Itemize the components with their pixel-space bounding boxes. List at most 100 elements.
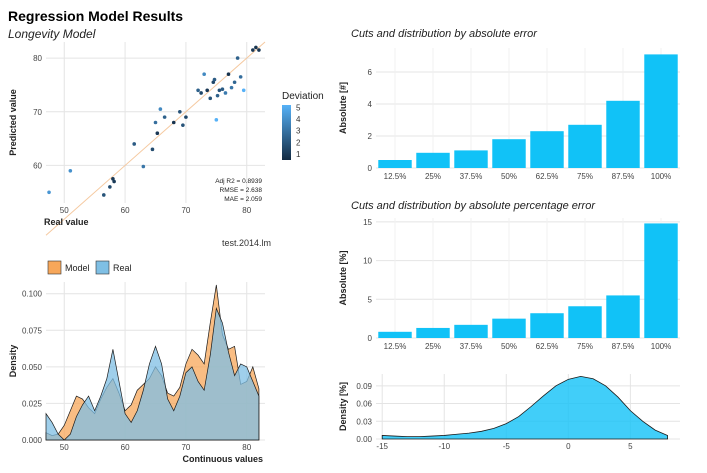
bar_abs-bar [530, 131, 564, 168]
bar_pct-y-tick-label: 5 [368, 295, 373, 304]
scatter-y-tick-label: 80 [33, 54, 42, 63]
bar_abs-bar [454, 150, 488, 168]
scatter-point [108, 185, 112, 189]
bar_abs-bar [492, 139, 526, 168]
scatter-point [238, 75, 243, 79]
scatter-point [199, 91, 203, 95]
bar_abs-bar [378, 160, 412, 168]
density-legend-swatch [95, 260, 110, 275]
density-y-tick-label: 0.025 [22, 399, 43, 408]
scatter-point [257, 48, 261, 52]
error-density-y-tick-label: 0.09 [356, 382, 372, 391]
scatter-x-tick-label: 80 [242, 206, 251, 215]
bar_pct-x-tick-label: 50% [501, 342, 517, 351]
bar_abs-bar [606, 100, 640, 168]
scatter-x-tick-label: 50 [60, 206, 69, 215]
model-caption: test.2014.lm [222, 238, 271, 248]
scatter-point [47, 190, 51, 195]
scatter-stats-label: Adj R2 = 0.8939 [215, 178, 262, 185]
bar_abs-bar [568, 124, 602, 168]
error-density-area [381, 375, 668, 440]
error-density-y-tick-label: 0.06 [356, 400, 372, 409]
scatter-point [226, 72, 231, 76]
scatter-point [214, 118, 219, 122]
scatter-point [235, 56, 240, 60]
scatter-point [153, 120, 158, 125]
scatter-point [229, 85, 234, 90]
bar_abs-x-tick-label: 25% [425, 172, 441, 181]
page-title: Regression Model Results [8, 8, 184, 24]
bar_abs-bar [416, 152, 450, 168]
bar_abs-x-tick-label: 50% [501, 172, 517, 181]
bar_pct-x-tick-label: 87.5% [612, 342, 635, 351]
error-density-x-tick-label: 0 [566, 442, 571, 451]
density-x-tick-label: 80 [242, 443, 251, 452]
bar_pct-title: Cuts and distribution by absolute percen… [351, 200, 596, 212]
bar_pct-bar [530, 313, 564, 338]
density-y-tick-label: 0.000 [22, 436, 43, 445]
deviation-legend-tick: 1 [296, 150, 301, 159]
bar_pct-bar [378, 331, 412, 338]
bar_pct-bar [568, 306, 602, 338]
scatter-point [141, 164, 146, 169]
scatter-point [132, 142, 137, 146]
bar_abs-y-tick-label: 6 [368, 68, 373, 77]
bar_abs-x-tick-label: 75% [577, 172, 593, 181]
bar_pct-y-axis-label: Absolute [%] [338, 250, 348, 305]
density-y-tick-label: 0.100 [22, 290, 43, 299]
bar_pct-x-tick-label: 75% [577, 342, 593, 351]
density-y-tick-label: 0.050 [22, 363, 43, 372]
density-x-tick-label: 70 [181, 443, 190, 452]
scatter-point [184, 115, 188, 119]
page-subtitle: Longevity Model [8, 27, 96, 41]
bar_abs-y-tick-label: 4 [368, 100, 373, 109]
scatter-point [217, 88, 222, 93]
scatter-point [111, 177, 115, 181]
bar_abs-title: Cuts and distribution by absolute error [351, 28, 538, 40]
bar_pct-y-tick-label: 0 [368, 334, 373, 343]
density-x-tick-label: 60 [121, 443, 130, 452]
scatter-point [150, 147, 155, 152]
scatter-point [101, 193, 106, 197]
deviation-legend-tick: 3 [296, 127, 301, 136]
bar_pct-x-tick-label: 62.5% [536, 342, 559, 351]
scatter-point [205, 88, 210, 93]
bar_pct-bar [416, 327, 450, 338]
deviation-color-bar [282, 105, 291, 160]
bar_abs-bar [644, 54, 678, 168]
error-density-y-axis-label: Density [%] [338, 382, 348, 431]
scatter-stats-label: MAE = 2.059 [224, 196, 262, 203]
scatter-x-tick-label: 70 [181, 206, 190, 215]
bar_abs-x-tick-label: 12.5% [384, 172, 407, 181]
bar_pct-bar [606, 295, 640, 338]
scatter-point [196, 88, 200, 93]
density-legend-swatch [47, 260, 62, 275]
bar_pct-x-tick-label: 37.5% [460, 342, 483, 351]
deviation-legend-tick: 2 [296, 138, 301, 147]
scatter-point [162, 115, 167, 119]
bar_abs-y-tick-label: 0 [368, 164, 373, 173]
scatter-x-axis-label: Real value [44, 217, 89, 227]
density-y-tick-label: 0.075 [22, 326, 43, 335]
bar_pct-y-tick-label: 15 [363, 218, 372, 227]
bar_pct-bar [454, 324, 488, 338]
density-legend-label: Model [65, 263, 90, 273]
error-density-x-tick-label: -10 [438, 442, 450, 451]
density-legend-label: Real [113, 263, 132, 273]
scatter-point [232, 80, 237, 85]
scatter-point [178, 109, 182, 114]
scatter-point [211, 80, 216, 85]
scatter-point [212, 77, 217, 82]
scatter-point [208, 96, 213, 101]
error-density-x-tick-label: -5 [503, 442, 511, 451]
bar_abs-x-tick-label: 87.5% [612, 172, 635, 181]
density-x-axis-label: Continuous values [182, 454, 263, 464]
bar_abs-x-tick-label: 37.5% [460, 172, 483, 181]
bar_pct-bar [492, 318, 526, 338]
density-y-axis-label: Density [8, 345, 18, 378]
density-x-tick-label: 50 [60, 443, 69, 452]
bar_pct-y-tick-label: 10 [363, 257, 372, 266]
scatter-point [112, 179, 116, 184]
error-density-x-tick-label: -15 [376, 442, 388, 451]
